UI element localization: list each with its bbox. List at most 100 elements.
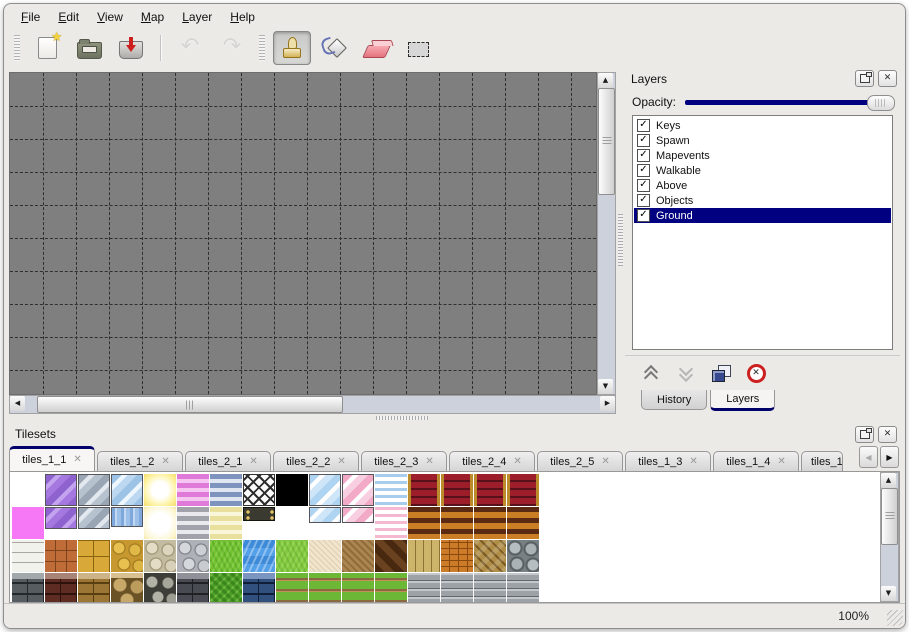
tile-stone-path[interactable] (12, 540, 44, 572)
menu-help[interactable]: Help (230, 9, 255, 24)
tile-glass-blue[interactable] (111, 474, 143, 506)
tile-waves-blue[interactable] (375, 474, 407, 506)
tab-close-icon[interactable]: ✕ (161, 455, 170, 467)
layer-visibility-checkbox[interactable]: ✓ (637, 194, 650, 207)
tile-planks-gray[interactable] (507, 573, 539, 602)
tile-magenta[interactable] (12, 507, 44, 539)
scrollbar-thumb[interactable] (881, 488, 898, 545)
tile-stones-gray[interactable] (177, 540, 209, 572)
scroll-down-button[interactable]: ▼ (598, 379, 613, 394)
tab-close-icon[interactable]: ✕ (601, 455, 610, 467)
tile-wall-tan[interactable] (111, 573, 143, 602)
tile-redbrick[interactable] (507, 474, 539, 506)
close-panel-button[interactable]: ✕ (878, 70, 897, 87)
dock-tab-layers[interactable]: Layers (710, 390, 776, 411)
scroll-down-button[interactable]: ▼ (881, 586, 896, 601)
layer-visibility-checkbox[interactable]: ✓ (637, 179, 650, 192)
tile-tiles-gold[interactable] (78, 540, 110, 572)
scroll-right-button[interactable]: ▶ (600, 396, 615, 411)
tile-planks-light[interactable] (408, 540, 440, 572)
resize-grip-icon[interactable] (887, 610, 903, 626)
tab-close-icon[interactable]: ✕ (689, 455, 698, 467)
scrollbar-thumb[interactable] (36, 396, 344, 413)
tab-close-icon[interactable]: ✕ (249, 455, 258, 467)
tile-grassrow[interactable] (342, 573, 374, 602)
tile-weave-orange[interactable] (441, 540, 473, 572)
tileset-tab-tiles_1_2[interactable]: tiles_1_2 ✕ (97, 451, 183, 471)
tile-brick-tan[interactable] (78, 573, 110, 602)
tile-planks-gray[interactable] (474, 573, 506, 602)
tile-hedge[interactable] (210, 573, 242, 602)
layer-visibility-checkbox[interactable]: ✓ (637, 164, 650, 177)
tab-close-icon[interactable]: ✕ (73, 454, 82, 465)
raise-layer-button[interactable] (639, 361, 663, 385)
fill-tool-button[interactable] (315, 31, 353, 65)
tile-glass-pink[interactable] (342, 507, 374, 523)
duplicate-layer-button[interactable] (709, 361, 733, 385)
tile-brownstripe[interactable] (408, 507, 440, 539)
tile-stones-gold[interactable] (111, 540, 143, 572)
tile-glow-yellow[interactable] (144, 474, 176, 506)
canvas-horizontal-scrollbar[interactable]: ◀ ▶ (9, 395, 616, 414)
tile-wall-stones[interactable] (144, 573, 176, 602)
tile-planks-gray[interactable] (441, 573, 473, 602)
opacity-slider[interactable] (683, 94, 895, 111)
tab-scroll-left-button[interactable]: ◀ (859, 446, 878, 468)
layer-row-keys[interactable]: ✓ Keys (634, 118, 891, 133)
horizontal-splitter[interactable] (4, 415, 905, 421)
tile-stones-beige[interactable] (144, 540, 176, 572)
tile-grass2[interactable] (276, 540, 308, 572)
tile-brownstripe[interactable] (507, 507, 539, 539)
layer-visibility-checkbox[interactable]: ✓ (637, 149, 650, 162)
open-file-button[interactable] (70, 31, 108, 65)
dock-tab-history[interactable]: History (641, 390, 708, 410)
layer-row-walkable[interactable]: ✓ Walkable (634, 163, 891, 178)
tile-stripes-pink[interactable] (177, 474, 209, 506)
lower-layer-button[interactable] (674, 361, 698, 385)
tile-water[interactable] (243, 540, 275, 572)
eraser-tool-button[interactable] (357, 31, 395, 65)
tile-logs-gray[interactable] (507, 540, 539, 572)
tile-lattice[interactable] (243, 474, 275, 506)
tile-water-shimmer[interactable] (111, 507, 143, 527)
float-panel-button[interactable] (855, 70, 874, 87)
tile-stripes-gray[interactable] (177, 507, 209, 539)
menu-file[interactable]: File (21, 9, 41, 24)
new-file-button[interactable] (28, 30, 66, 65)
tab-close-icon[interactable]: ✕ (425, 455, 434, 467)
select-tool-button[interactable] (399, 31, 437, 65)
tile-plaque[interactable] (243, 507, 275, 521)
tile-grassrow[interactable] (276, 573, 308, 602)
delete-layer-button[interactable]: ✕ (744, 361, 768, 385)
tile-brownstripe[interactable] (441, 507, 473, 539)
tile-stripes-blue[interactable] (210, 474, 242, 506)
scroll-up-button[interactable]: ▲ (598, 73, 613, 88)
tile-waves-pink[interactable] (375, 507, 407, 539)
tileset-tab-tiles_2_1[interactable]: tiles_2_1 ✕ (185, 451, 271, 471)
tileset-tab-tiles_1_3[interactable]: tiles_1_3 ✕ (625, 451, 711, 471)
tile-planks-gray[interactable] (408, 573, 440, 602)
layer-row-mapevents[interactable]: ✓ Mapevents (634, 148, 891, 163)
tile-herringbone[interactable] (474, 540, 506, 572)
save-file-button[interactable] (112, 31, 150, 65)
tile-brick-maroon[interactable] (45, 573, 77, 602)
scrollbar-thumb[interactable] (598, 88, 615, 195)
tile-glass-purple[interactable] (45, 474, 77, 506)
opacity-slider-handle[interactable] (867, 94, 895, 111)
tile-stripes-yellow[interactable] (210, 507, 242, 539)
canvas-vertical-scrollbar[interactable]: ▲ ▼ (597, 72, 616, 395)
tab-close-icon[interactable]: ✕ (777, 455, 786, 467)
tile-grass[interactable] (210, 540, 242, 572)
toolbar-grip-icon[interactable] (259, 34, 265, 61)
scroll-up-button[interactable]: ▲ (881, 473, 896, 488)
menu-view[interactable]: View (97, 9, 123, 24)
tile-redbrick[interactable] (441, 474, 473, 506)
tile-brownstripe[interactable] (474, 507, 506, 539)
tile-brick-blue[interactable] (243, 573, 275, 602)
tileset-tab-tiles_2_4[interactable]: tiles_2_4 ✕ (449, 451, 535, 471)
tileset-tab-tiles_2_2[interactable]: tiles_2_2 ✕ (273, 451, 359, 471)
tile-glass-gray[interactable] (78, 474, 110, 506)
undo-button[interactable] (171, 31, 209, 65)
close-panel-button[interactable]: ✕ (878, 425, 897, 443)
tile-brick-gray[interactable] (12, 573, 44, 602)
